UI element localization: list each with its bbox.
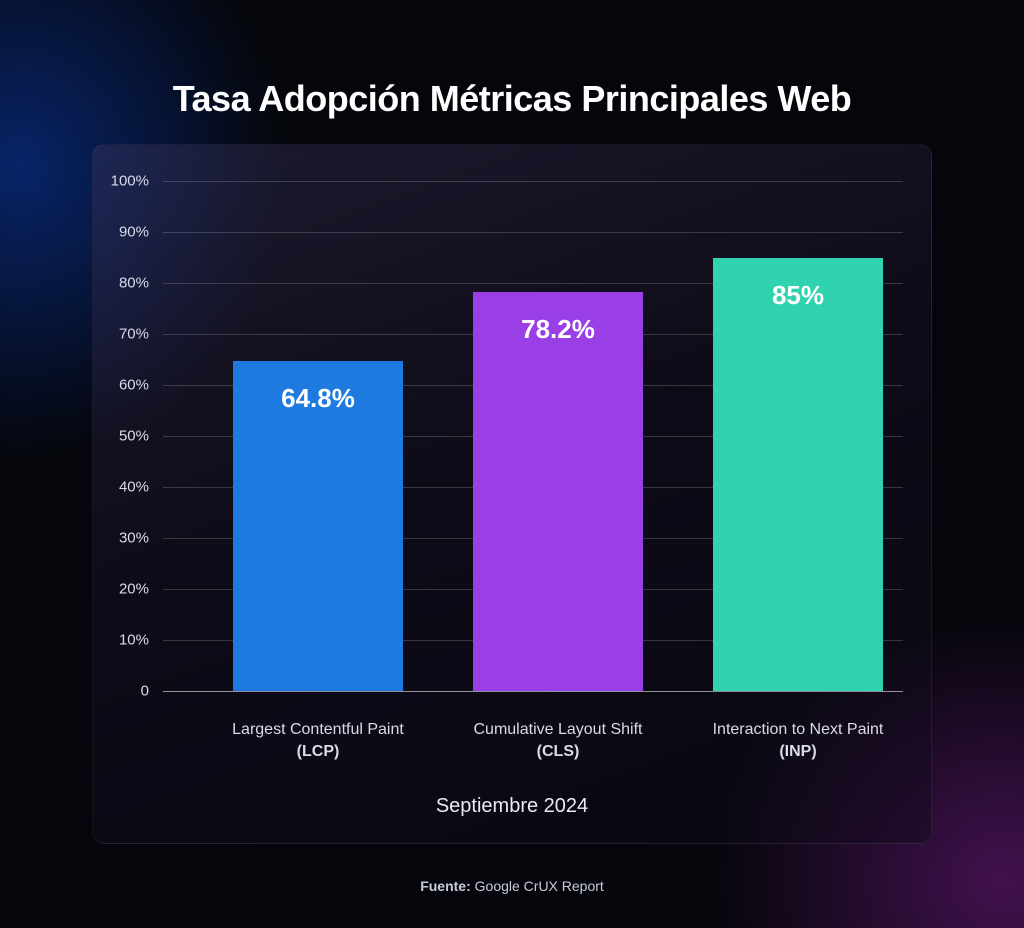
x-axis-label-lcp: Largest Contentful Paint (LCP): [218, 719, 418, 762]
y-tick-label: 10%: [119, 632, 149, 649]
bar-inp: 85%: [713, 258, 883, 692]
y-tick-label: 70%: [119, 326, 149, 343]
chart-subtitle: Septiembre 2024: [93, 795, 931, 818]
y-tick-label: 90%: [119, 224, 149, 241]
x-axis-label-text: Largest Contentful Paint: [232, 721, 404, 738]
y-tick-label: 40%: [119, 479, 149, 496]
x-axis-label-abbrev: (CLS): [537, 743, 580, 760]
x-axis-label-inp: Interaction to Next Paint (INP): [698, 719, 898, 762]
bar-value-label: 64.8%: [233, 383, 403, 414]
y-tick-label: 60%: [119, 377, 149, 394]
x-axis-line: [163, 691, 903, 692]
bar-value-label: 85%: [713, 280, 883, 311]
source-text: Google CrUX Report: [475, 878, 604, 894]
chart-panel: 0 10% 20% 30% 40% 50% 60% 70% 80% 90% 100% 64.8% Lar…: [92, 144, 932, 844]
bar-lcp: 64.8%: [233, 361, 403, 691]
chart-canvas: Tasa Adopción Métricas Principales Web 0…: [0, 0, 1024, 928]
x-axis-label-text: Interaction to Next Paint: [713, 721, 884, 738]
y-tick-label: 30%: [119, 530, 149, 547]
x-axis-label-cls: Cumulative Layout Shift (CLS): [458, 719, 658, 762]
x-axis-label-abbrev: (INP): [779, 743, 816, 760]
y-tick-label: 80%: [119, 275, 149, 292]
bar-cls: 78.2%: [473, 292, 643, 691]
y-tick-label: 20%: [119, 581, 149, 598]
grid-line: [163, 181, 903, 182]
x-axis-label-abbrev: (LCP): [297, 743, 340, 760]
y-tick-label: 50%: [119, 428, 149, 445]
x-axis-label-text: Cumulative Layout Shift: [474, 721, 643, 738]
y-tick-label: 0: [141, 683, 149, 700]
chart-title: Tasa Adopción Métricas Principales Web: [0, 78, 1024, 120]
y-tick-label: 100%: [111, 173, 149, 190]
bar-value-label: 78.2%: [473, 314, 643, 345]
chart-plot-area: 010%20%30%40%50%60%70%80%90%100%64.8%Lar…: [163, 181, 903, 691]
grid-line: [163, 232, 903, 233]
source-prefix: Fuente:: [420, 878, 474, 894]
chart-source: Fuente: Google CrUX Report: [0, 878, 1024, 894]
